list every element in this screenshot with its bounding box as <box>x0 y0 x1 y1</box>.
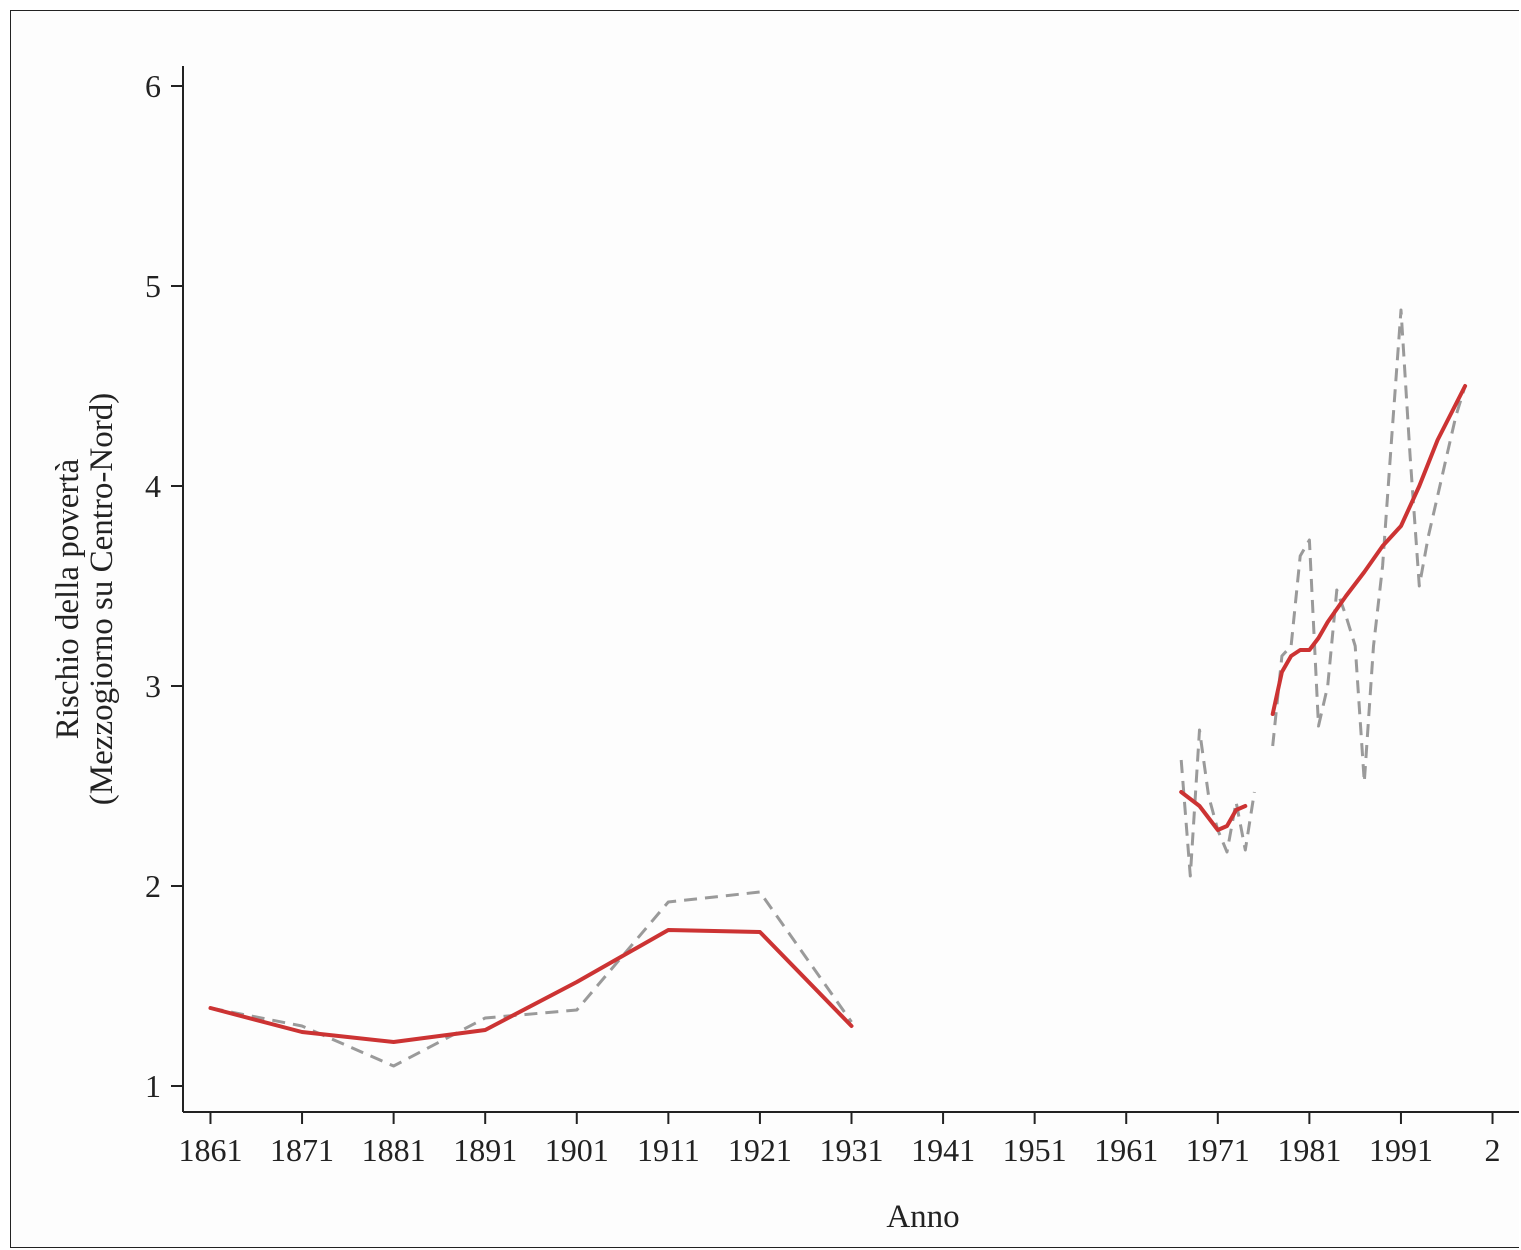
series-smoothed-line <box>208 928 854 1044</box>
x-tick-label: 1981 <box>1277 1132 1341 1168</box>
x-tick-label: 1891 <box>453 1132 517 1168</box>
series-raw-dashed-line <box>1271 308 1467 784</box>
x-axis-title: Anno <box>886 1199 959 1235</box>
y-tick-label: 1 <box>145 1068 161 1104</box>
y-tick-label: 5 <box>145 268 161 304</box>
y-tick-label: 3 <box>145 668 161 704</box>
y-tick-label: 2 <box>145 868 161 904</box>
y-axis-title-line1: Rischio della povertà <box>50 458 86 739</box>
x-tick-label: 1861 <box>178 1132 242 1168</box>
y-tick-label: 4 <box>145 468 161 504</box>
x-tick-label: 1971 <box>1186 1132 1250 1168</box>
x-tick-label: 1951 <box>1003 1132 1067 1168</box>
x-tick-label: 1871 <box>270 1132 334 1168</box>
series-smoothed-line <box>1270 384 1468 716</box>
x-tick-label: 1901 <box>545 1132 609 1168</box>
x-tick-label: 1921 <box>728 1132 792 1168</box>
series-raw-dashed-line <box>1179 728 1256 878</box>
x-tick-label: 2 <box>1485 1132 1501 1168</box>
x-tick-label: 1991 <box>1369 1132 1433 1168</box>
chart: 1 2 3 4 5 6 1861 1871 1881 1891 1901 1911 1921 1931 19… <box>50 66 1519 1235</box>
series-raw-dashed-line <box>210 890 853 1068</box>
y-tick-label: 6 <box>145 68 161 104</box>
y-axis-title-line2: (Mezzogiorno su Centro-Nord) <box>84 393 120 805</box>
chart-frame: 1 2 3 4 5 6 1861 1871 1881 1891 1901 1911 1921 1931 19… <box>10 10 1519 1248</box>
series-smoothed-line <box>1179 790 1248 832</box>
x-tick-label: 1941 <box>911 1132 975 1168</box>
x-tick-label: 1911 <box>637 1132 700 1168</box>
x-tick-label: 1931 <box>820 1132 884 1168</box>
x-tick-label: 1961 <box>1094 1132 1158 1168</box>
x-tick-label: 1881 <box>362 1132 426 1168</box>
